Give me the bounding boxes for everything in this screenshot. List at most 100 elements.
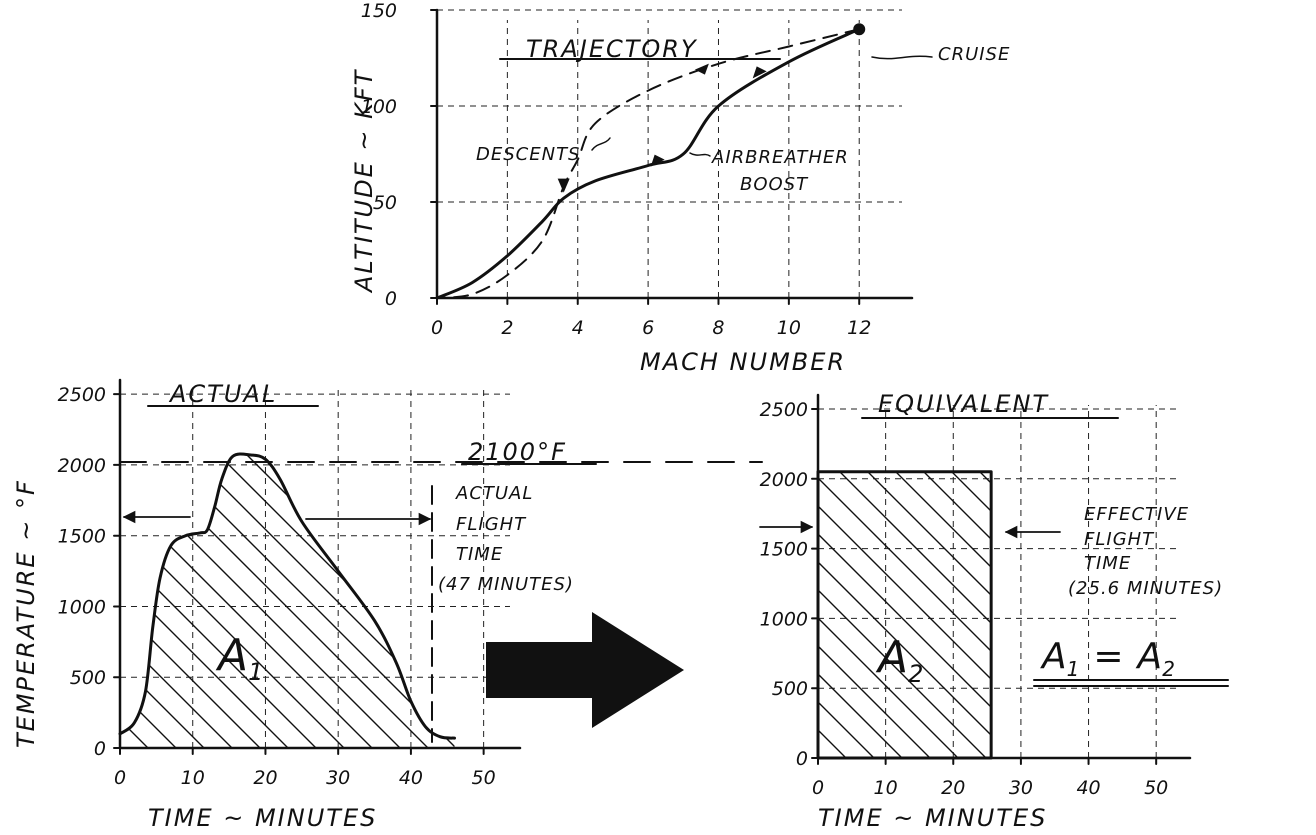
actual-hatch-line	[120, 454, 233, 748]
eq-x-tick-label: 20	[941, 777, 965, 799]
eq-x-tick-label: 50	[1144, 777, 1168, 799]
actual-axes	[113, 378, 522, 755]
traj-y-tick-label: 100	[361, 96, 397, 118]
equivalent-hatch-line	[923, 471, 992, 541]
actual-hatch-line	[298, 454, 455, 748]
actual-hatch-line	[130, 454, 429, 748]
actual-flight-time-line4: (47 MINUTES)	[438, 574, 574, 595]
area-a1-label: A1	[215, 630, 263, 686]
eq-x-tick-label: 10	[874, 777, 898, 799]
act-y-tick-label: 2500	[58, 384, 106, 406]
eq-y-tick-label: 2500	[760, 399, 808, 421]
traj-x-tick-label: 0	[431, 317, 443, 339]
equivalent-hatch-line	[867, 471, 992, 597]
act-x-tick-label: 40	[399, 767, 423, 789]
trajectory-grid	[437, 9, 902, 298]
boost-leader	[689, 152, 711, 157]
equivalent-rectangle	[816, 470, 993, 760]
boost-trajectory-line	[435, 27, 861, 300]
trajectory-x-label: MACH NUMBER	[640, 348, 846, 376]
eq-x-tick-label: 30	[1009, 777, 1033, 799]
act-y-tick-label: 1000	[58, 596, 106, 618]
actual-hatch-line	[120, 454, 345, 748]
area-a2-label: A2	[875, 632, 923, 688]
eq-y-tick-label: 1000	[760, 608, 808, 630]
eq-y-tick-label: 1500	[760, 539, 808, 561]
act-y-tick-label: 1500	[58, 526, 106, 548]
equivalent-hatch-line	[839, 471, 992, 625]
descents-leader	[591, 137, 611, 151]
equivalent-hatch-line	[818, 701, 875, 758]
eq-y-tick-label: 0	[796, 748, 808, 770]
act-x-tick-label: 20	[253, 767, 277, 789]
equivalent-hatch-line	[818, 645, 931, 758]
equivalent-hatch-line	[818, 505, 992, 681]
line-2100f-label: 2100°F	[468, 438, 567, 466]
cruise-leader	[871, 55, 933, 60]
trajectory-y-label: ALTITUDE ~ KFT	[350, 68, 378, 294]
traj-x-tick-label: 10	[777, 317, 801, 339]
traj-x-tick-label: 12	[847, 317, 871, 339]
actual-hatch-line	[120, 454, 401, 748]
descents-label: DESCENTS	[476, 144, 581, 165]
trajectory-x-ticks: 0 2 4 6 8 10 12	[431, 317, 871, 339]
act-x-tick-label: 10	[181, 767, 205, 789]
equivalent-grid	[818, 405, 1180, 758]
equivalent-x-ticks: 0 10 20 30 40 50	[812, 777, 1168, 799]
eq-x-tick-label: 0	[812, 777, 824, 799]
traj-y-tick-label: 0	[385, 288, 397, 310]
act-x-tick-label: 0	[114, 767, 126, 789]
act-y-tick-label: 500	[70, 667, 106, 689]
effective-flight-time-line1: EFFECTIVE	[1084, 504, 1189, 525]
cruise-label: CRUISE	[938, 44, 1010, 65]
traj-x-tick-label: 8	[712, 317, 724, 339]
eq-y-tick-label: 500	[772, 678, 808, 700]
trajectory-y-ticks: 0 50 100 150	[361, 0, 397, 310]
descent-trajectory-line	[436, 28, 861, 299]
direction-arrow	[650, 154, 665, 167]
actual-hatch-line	[120, 454, 261, 748]
traj-y-tick-label: 50	[373, 192, 397, 214]
transformation-arrow	[486, 612, 684, 728]
cruise-point	[853, 23, 866, 36]
actual-hatch	[120, 451, 792, 748]
trajectory-series	[435, 23, 866, 300]
actual-flight-time-line3: TIME	[456, 544, 503, 565]
effective-flight-time-line3: TIME	[1084, 553, 1131, 574]
actual-hatch-line	[186, 454, 455, 748]
actual-x-ticks: 0 10 20 30 40 50	[114, 767, 496, 789]
equivalent-title: EQUIVALENT	[878, 390, 1049, 418]
equivalent-chart: 0 10 20 30 40 50 0 500 1000 1500 2000 2500 EQUIVAL…	[759, 390, 1229, 832]
equivalent-hatch-line	[818, 673, 903, 758]
actual-hatch-line	[495, 451, 792, 748]
effective-flight-time-line4: (25.6 MINUTES)	[1068, 578, 1223, 599]
traj-x-tick-label: 6	[642, 317, 654, 339]
effective-flight-time-line2: FLIGHT	[1084, 529, 1155, 550]
equivalent-series	[816, 470, 993, 760]
actual-x-label: TIME ~ MINUTES	[148, 804, 377, 832]
traj-y-tick-label: 150	[361, 0, 397, 22]
equivalent-y-ticks: 0 500 1000 1500 2000 2500	[760, 399, 808, 770]
actual-y-ticks: 0 500 1000 1500 2000 2500	[58, 384, 106, 760]
area-equation: A1 = A2	[1040, 636, 1175, 681]
equivalent-hatch-line	[818, 477, 992, 653]
equivalent-hatch-line	[818, 589, 987, 758]
eq-y-tick-label: 2000	[760, 469, 808, 491]
eq-x-tick-label: 40	[1076, 777, 1100, 799]
direction-arrow	[557, 178, 570, 193]
traj-x-tick-label: 2	[501, 317, 513, 339]
act-x-tick-label: 30	[326, 767, 350, 789]
act-y-tick-label: 2000	[58, 455, 106, 477]
airbreather-label: AIRBREATHER	[711, 147, 849, 168]
equivalent-hatch-line	[818, 533, 992, 709]
equivalent-hatch-line	[895, 471, 992, 569]
direction-arrow	[752, 66, 767, 79]
direction-arrow	[694, 63, 709, 75]
actual-series	[118, 452, 456, 740]
actual-flight-time-line1: ACTUAL	[455, 483, 533, 504]
boost-label: BOOST	[740, 174, 809, 195]
actual-temperature-curve	[118, 452, 456, 740]
actual-hatch-line	[120, 454, 205, 748]
